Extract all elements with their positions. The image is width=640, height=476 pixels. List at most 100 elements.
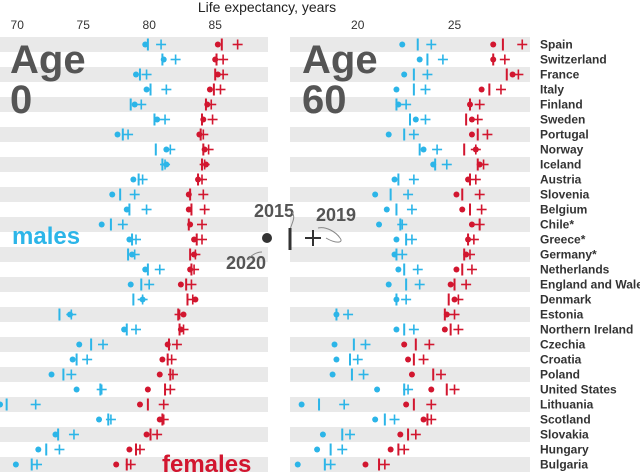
age60-female-2020-dot bbox=[465, 236, 472, 243]
age60-male-2020-dot bbox=[391, 251, 398, 258]
age60-male-2020-dot bbox=[294, 461, 301, 468]
country-label: Estonia bbox=[540, 308, 584, 322]
age0-male-2020-dot bbox=[76, 341, 83, 348]
age60-male-2020-dot bbox=[395, 101, 402, 108]
country-label: Lithuania bbox=[540, 398, 594, 412]
age60-male-2020-dot bbox=[372, 416, 379, 423]
age0-female-2020-dot bbox=[206, 86, 213, 93]
age0-tick-label: 70 bbox=[11, 18, 25, 32]
country-label: France bbox=[540, 68, 580, 82]
age0-female-2020-dot bbox=[196, 131, 203, 138]
row-band-age60 bbox=[290, 397, 530, 412]
age60-female-2020-dot bbox=[443, 311, 450, 318]
age60-male-2020-dot bbox=[393, 236, 400, 243]
age0-female-2020-dot bbox=[200, 116, 207, 123]
age0-female-2020-dot bbox=[204, 101, 211, 108]
row-band-age0 bbox=[0, 127, 268, 142]
age0-male-2020-dot bbox=[98, 221, 105, 228]
age60-male-2020-dot bbox=[393, 326, 400, 333]
age60-male-2020-dot bbox=[393, 296, 400, 303]
age60-female-2020-dot bbox=[476, 161, 483, 168]
age0-male-2020-dot bbox=[114, 131, 121, 138]
country-label: Croatia bbox=[540, 353, 582, 367]
country-label: Slovakia bbox=[540, 428, 589, 442]
row-band-age0 bbox=[0, 367, 268, 382]
age0-male-2020-dot bbox=[121, 326, 128, 333]
country-label: Greece* bbox=[540, 233, 586, 247]
country-label: Spain bbox=[540, 38, 573, 52]
country-label: Bulgaria bbox=[540, 458, 588, 472]
age60-female-2020-dot bbox=[451, 296, 458, 303]
age0-female-2020-dot bbox=[136, 401, 143, 408]
legend-leader-2020 bbox=[247, 251, 263, 261]
age60-male-2020-dot bbox=[298, 401, 305, 408]
age60-female-2020-dot bbox=[472, 146, 479, 153]
age0-female-2020-dot bbox=[192, 296, 199, 303]
age0-female-2020-dot bbox=[187, 221, 194, 228]
age60-male-2020-dot bbox=[319, 431, 326, 438]
age0-male-2020-dot bbox=[0, 401, 4, 408]
age0-female-2020-dot bbox=[156, 371, 163, 378]
age0-female-2020-dot bbox=[195, 176, 202, 183]
country-label: Czechia bbox=[540, 338, 586, 352]
row-band-age0 bbox=[0, 37, 268, 52]
age0-female-2020-dot bbox=[180, 311, 187, 318]
age60-male-2020-dot bbox=[385, 281, 392, 288]
legend-year-2019: 2019 bbox=[316, 205, 356, 225]
age0-female-2020-dot bbox=[185, 191, 192, 198]
age0-male-2020-dot bbox=[67, 311, 73, 318]
series-label-females: females bbox=[162, 451, 251, 476]
row-band-age0 bbox=[0, 427, 268, 442]
age60-female-2020-dot bbox=[468, 131, 475, 138]
country-label: Scotland bbox=[540, 413, 591, 427]
age0-female-2020-dot bbox=[214, 71, 221, 78]
country-labels: SpainSwitzerlandFranceItalyFinlandSweden… bbox=[540, 38, 640, 472]
age60-male-2020-dot bbox=[372, 191, 379, 198]
row-band-age60 bbox=[290, 217, 530, 232]
country-label: Norway bbox=[540, 143, 584, 157]
country-label: Finland bbox=[540, 98, 583, 112]
country-label: Hungary bbox=[540, 443, 589, 457]
age60-female-2020-dot bbox=[465, 176, 472, 183]
age60-male-2020-dot bbox=[333, 311, 340, 318]
series-label-males: males bbox=[12, 223, 80, 250]
age0-male-2020-dot bbox=[139, 296, 146, 303]
country-label: Austria bbox=[540, 173, 582, 187]
age60-male-2020-dot bbox=[395, 266, 402, 273]
row-band-age60 bbox=[290, 307, 530, 322]
age0-female-2020-dot bbox=[156, 416, 163, 423]
age60-female-2020-dot bbox=[401, 341, 408, 348]
age0-male-2020-dot bbox=[109, 191, 116, 198]
age60-male-2020-dot bbox=[416, 56, 423, 63]
row-band-age0 bbox=[0, 157, 268, 172]
age0-female-2020-dot bbox=[143, 431, 150, 438]
age0-female-2020-dot bbox=[113, 461, 120, 468]
age0-male-2020-dot bbox=[130, 176, 137, 183]
age60-male-2020-dot bbox=[399, 41, 406, 48]
age60-tick-label: 20 bbox=[351, 18, 365, 32]
country-label: Belgium bbox=[540, 203, 587, 217]
age60-male-2020-dot bbox=[314, 446, 321, 453]
age60-female-2020-dot bbox=[468, 221, 475, 228]
row-band-age0 bbox=[0, 307, 268, 322]
age60-male-2020-dot bbox=[391, 176, 398, 183]
age60-axis-ticks: 20 25 bbox=[351, 18, 461, 32]
age0-male-2020-dot bbox=[126, 236, 133, 243]
age60-female-2020-dot bbox=[387, 446, 394, 453]
age0-male-2020-dot bbox=[52, 431, 59, 438]
country-label: Switzerland bbox=[540, 53, 607, 67]
age60-male-2020-dot bbox=[376, 221, 383, 228]
age60-male-2020-dot bbox=[383, 206, 390, 213]
age60-male-2020-dot bbox=[401, 71, 408, 78]
row-band-age60 bbox=[290, 247, 530, 262]
age0-male-2020-dot bbox=[96, 416, 103, 423]
age60-female-2020-dot bbox=[490, 41, 497, 48]
age0-female-2020-dot bbox=[159, 356, 166, 363]
age60-female-2020-dot bbox=[397, 431, 404, 438]
age0-male-2020-dot bbox=[48, 371, 55, 378]
row-band-age60 bbox=[290, 37, 530, 52]
age60-male-2020-dot bbox=[420, 146, 427, 153]
age0-male-2020-dot bbox=[129, 251, 136, 258]
panel-label-age0-line2: 0 bbox=[10, 78, 32, 122]
